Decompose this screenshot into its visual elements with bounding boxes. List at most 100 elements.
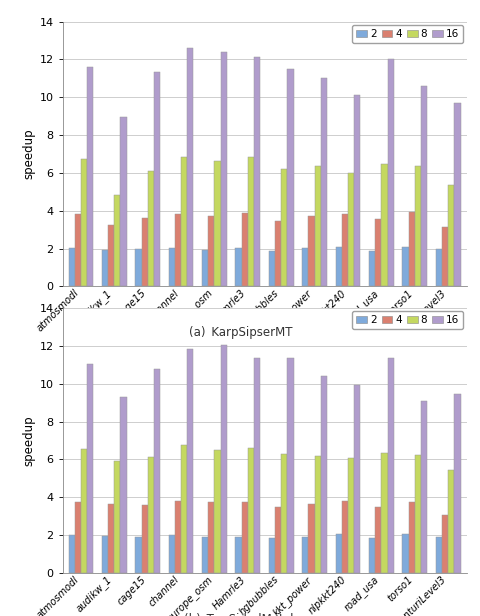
Bar <box>68 535 74 573</box>
Bar <box>241 501 247 573</box>
Bar <box>387 59 393 286</box>
Bar <box>335 248 341 286</box>
Bar <box>202 537 208 573</box>
Bar <box>114 461 120 573</box>
Bar <box>87 67 93 286</box>
Bar <box>147 171 154 286</box>
Y-axis label: speedup: speedup <box>22 129 35 179</box>
Bar <box>441 515 447 573</box>
Bar <box>387 358 393 573</box>
Bar <box>308 216 314 286</box>
Bar <box>102 536 108 573</box>
Bar <box>154 72 160 286</box>
Legend: 2, 4, 8, 16: 2, 4, 8, 16 <box>351 25 463 43</box>
Bar <box>454 103 460 286</box>
Bar <box>87 365 93 573</box>
Bar <box>154 369 160 573</box>
Bar <box>253 57 260 286</box>
Bar <box>335 534 341 573</box>
Bar <box>81 160 87 286</box>
Bar <box>441 227 447 286</box>
Bar <box>314 456 320 573</box>
Bar <box>175 501 180 573</box>
Bar <box>348 172 353 286</box>
Y-axis label: speedup: speedup <box>22 415 35 466</box>
Bar <box>147 457 154 573</box>
Bar <box>435 249 441 286</box>
Bar <box>374 507 381 573</box>
Bar <box>235 537 241 573</box>
Bar <box>353 95 360 286</box>
Bar <box>402 534 408 573</box>
Bar <box>348 458 353 573</box>
Bar <box>214 450 220 573</box>
Bar <box>341 501 348 573</box>
Bar <box>168 535 175 573</box>
Bar <box>68 248 74 286</box>
Bar <box>368 251 374 286</box>
Bar <box>241 213 247 286</box>
Bar <box>353 385 360 573</box>
Text: (b) TwoSidedMatch: (b) TwoSidedMatch <box>183 613 297 616</box>
Bar <box>235 248 241 286</box>
Bar <box>180 445 187 573</box>
Bar <box>247 448 253 573</box>
Bar <box>208 216 214 286</box>
Bar <box>447 185 454 286</box>
Bar <box>268 251 275 286</box>
Bar <box>81 448 87 573</box>
Bar <box>187 47 193 286</box>
Bar <box>281 169 287 286</box>
Bar <box>180 158 187 286</box>
Bar <box>381 453 387 573</box>
Bar <box>220 346 227 573</box>
Bar <box>120 397 126 573</box>
Bar <box>253 358 260 573</box>
Bar <box>281 454 287 573</box>
Bar <box>102 250 108 286</box>
Bar <box>447 471 454 573</box>
Bar <box>408 213 414 286</box>
Bar <box>402 248 408 286</box>
Bar <box>114 195 120 286</box>
Bar <box>408 501 414 573</box>
Bar <box>320 78 326 286</box>
Bar <box>208 503 214 573</box>
Bar <box>414 455 420 573</box>
Bar <box>435 537 441 573</box>
Bar <box>141 505 147 573</box>
Bar <box>214 161 220 286</box>
Bar <box>341 214 348 286</box>
Bar <box>287 70 293 286</box>
Bar <box>175 214 180 286</box>
Bar <box>275 507 281 573</box>
Bar <box>414 166 420 286</box>
Bar <box>454 394 460 573</box>
Bar <box>247 158 253 286</box>
Bar <box>374 219 381 286</box>
Bar <box>287 358 293 573</box>
Bar <box>220 52 227 286</box>
Bar <box>381 164 387 286</box>
Bar <box>320 376 326 573</box>
Bar <box>74 214 81 286</box>
Bar <box>168 248 175 286</box>
Bar <box>202 249 208 286</box>
Bar <box>187 349 193 573</box>
Bar <box>308 505 314 573</box>
Bar <box>268 538 275 573</box>
Bar <box>420 86 426 286</box>
Text: (a) KarpSipserMT: (a) KarpSipserMT <box>188 326 292 339</box>
Bar <box>301 537 308 573</box>
Bar <box>108 225 114 286</box>
Bar <box>314 166 320 286</box>
Bar <box>135 537 141 573</box>
Bar <box>301 248 308 286</box>
Bar <box>120 116 126 286</box>
Bar <box>135 249 141 286</box>
Bar <box>368 538 374 573</box>
Bar <box>141 218 147 286</box>
Bar <box>420 401 426 573</box>
Bar <box>275 221 281 286</box>
Bar <box>74 501 81 573</box>
